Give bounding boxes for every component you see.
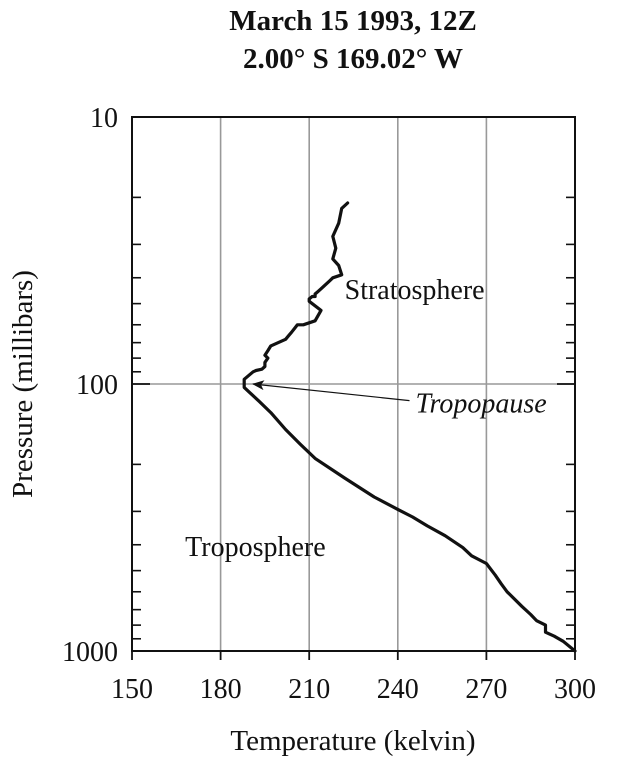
x-tick-label: 240 <box>377 674 419 705</box>
y-axis-label: Pressure (millibars) <box>7 270 39 498</box>
y-tick-label: 10 <box>90 103 118 134</box>
annotations: Stratosphere Tropopause Troposphere <box>185 275 547 563</box>
minor-ticks <box>132 196 575 640</box>
x-tick-label: 150 <box>111 674 153 705</box>
annotation-stratosphere: Stratosphere <box>345 275 485 306</box>
x-axis: 150 180 210 240 270 300 <box>111 651 596 705</box>
x-tick-label: 210 <box>288 674 330 705</box>
x-tick-label: 300 <box>554 674 596 705</box>
annotation-troposphere: Troposphere <box>185 532 326 563</box>
annotation-arrow <box>252 380 410 402</box>
gridlines <box>132 117 575 651</box>
chart-subtitle: 2.00° S 169.02° W <box>243 43 463 75</box>
chart-title: March 15 1993, 12Z <box>229 5 477 37</box>
annotation-tropopause: Tropopause <box>416 389 547 420</box>
y-tick-label: 100 <box>76 370 118 401</box>
y-axis: 10 100 1000 <box>62 103 575 668</box>
x-tick-label: 180 <box>200 674 242 705</box>
temperature-profile-line <box>242 201 577 653</box>
x-tick-label: 270 <box>465 674 507 705</box>
y-tick-label: 1000 <box>62 637 118 668</box>
x-axis-label: Temperature (kelvin) <box>230 725 475 757</box>
